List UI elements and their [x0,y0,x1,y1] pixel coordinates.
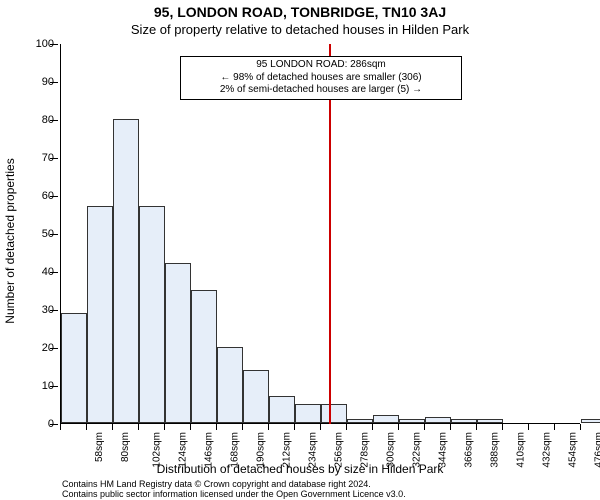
x-tick [398,424,399,430]
y-tick-label: 10 [14,380,54,392]
x-tick [528,424,529,430]
x-tick [372,424,373,430]
y-tick-label: 100 [14,38,54,50]
x-tick-label: 58sqm [94,432,105,462]
annotation-line-1: 95 LONDON ROAD: 286sqm [187,59,455,72]
x-tick [216,424,217,430]
x-tick [112,424,113,430]
reference-line [329,44,331,424]
bar [295,404,321,423]
bar [139,206,165,423]
footer-line-2: Contains public sector information licen… [62,490,406,500]
y-tick-label: 70 [14,152,54,164]
bar [373,415,399,423]
annotation-line-2: ← 98% of detached houses are smaller (30… [187,72,455,85]
x-tick [60,424,61,430]
bar [425,417,451,423]
x-tick [86,424,87,430]
x-tick [450,424,451,430]
x-tick [580,424,581,430]
bar [399,419,425,423]
bars-layer [61,44,580,423]
bar [61,313,87,423]
bar [113,119,139,423]
bar [451,419,477,423]
x-tick [294,424,295,430]
bar [269,396,295,423]
annotation-box: 95 LONDON ROAD: 286sqm ← 98% of detached… [180,56,462,100]
x-tick [424,424,425,430]
x-tick [164,424,165,430]
chart-subtitle: Size of property relative to detached ho… [0,22,600,37]
bar [165,263,191,423]
x-tick [138,424,139,430]
y-tick-label: 20 [14,342,54,354]
chart-container: 95, LONDON ROAD, TONBRIDGE, TN10 3AJ Siz… [0,0,600,500]
page-title: 95, LONDON ROAD, TONBRIDGE, TN10 3AJ [0,4,600,20]
x-tick [268,424,269,430]
x-tick [242,424,243,430]
bar [321,404,347,423]
x-tick [554,424,555,430]
x-tick [190,424,191,430]
x-axis-label: Distribution of detached houses by size … [0,462,600,476]
x-tick [476,424,477,430]
y-tick-label: 30 [14,304,54,316]
bar [581,419,600,423]
bar [243,370,269,423]
y-axis-label: Number of detached properties [3,158,17,323]
annotation-line-3: 2% of semi-detached houses are larger (5… [187,84,455,97]
y-tick-label: 40 [14,266,54,278]
plot-area [60,44,580,424]
bar [217,347,243,423]
y-tick-label: 60 [14,190,54,202]
y-tick-label: 80 [14,114,54,126]
bar [191,290,217,423]
bar [347,419,373,423]
y-tick-label: 50 [14,228,54,240]
footer-text: Contains HM Land Registry data © Crown c… [62,480,406,500]
x-tick [502,424,503,430]
bar [87,206,113,423]
y-tick-label: 90 [14,76,54,88]
x-tick [320,424,321,430]
x-tick [346,424,347,430]
y-tick-label: 0 [14,418,54,430]
bar [477,419,503,423]
x-tick-label: 80sqm [120,432,131,462]
